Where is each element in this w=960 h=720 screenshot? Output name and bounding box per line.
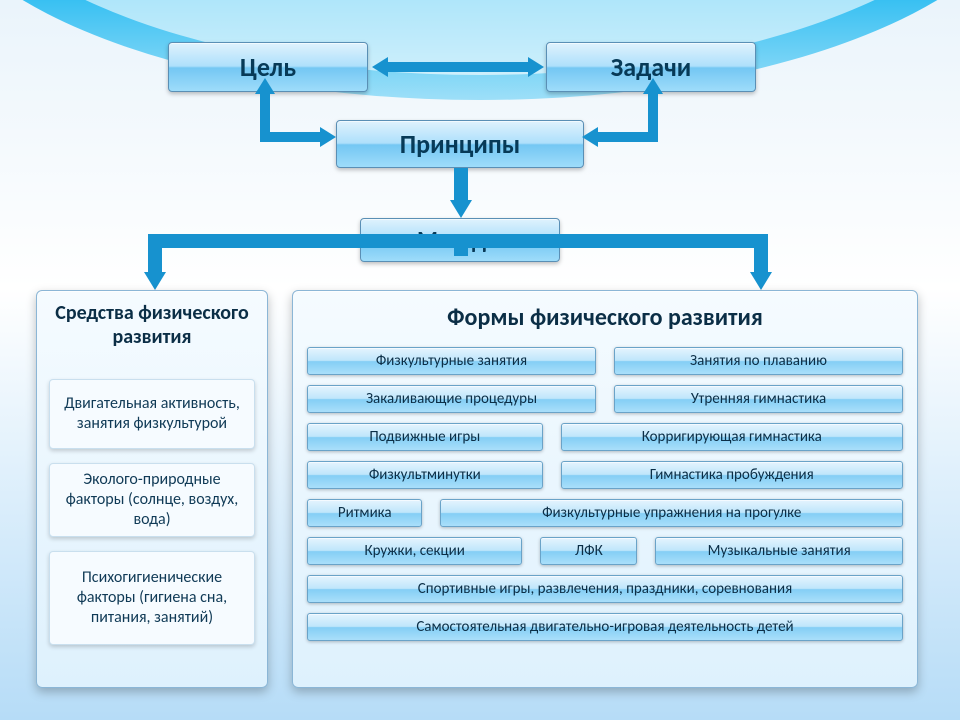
fork-horizontal [148, 234, 768, 248]
means-item: Психогигиенические факторы (гигиена сна,… [49, 551, 255, 645]
forms-chip-label: Утренняя гимнастика [691, 390, 826, 408]
panel-forms-title-text: Формы физического развития [447, 303, 763, 332]
forms-chip: Спортивные игры, развлечения, праздники,… [307, 575, 903, 603]
forms-chip: ЛФК [540, 537, 637, 565]
forms-chip-label: Физкультминутки [369, 466, 481, 484]
forms-chip-label: Самостоятельная двигательно-игровая деят… [416, 618, 793, 636]
forms-chip: Закаливающие процедуры [307, 385, 596, 413]
fork-right-down [754, 234, 768, 274]
forms-chip-label: Закаливающие процедуры [366, 390, 537, 408]
arrow-tasks-princ-h [598, 132, 658, 142]
forms-chip-label: Подвижные игры [369, 428, 480, 446]
forms-chip: Самостоятельная двигательно-игровая деят… [307, 613, 903, 641]
forms-chip-label: Гимнастика пробуждения [650, 466, 814, 484]
forms-row: Спортивные игры, развлечения, праздники,… [307, 575, 903, 603]
arrow-tasks-princ-head-up [643, 78, 663, 94]
forms-row: Подвижные игры Корригирующая гимнастика [307, 423, 903, 451]
forms-chip: Подвижные игры [307, 423, 543, 451]
forms-row: Закаливающие процедуры Утренняя гимнасти… [307, 385, 903, 413]
forms-chip-label: Спортивные игры, развлечения, праздники,… [418, 580, 792, 598]
means-item: Эколого-природные факторы (солнце, возду… [49, 463, 255, 537]
forms-row: Самостоятельная двигательно-игровая деят… [307, 613, 903, 641]
panel-forms-title: Формы физического развития [293, 291, 917, 332]
arrow-goal-tasks-head-left [372, 57, 388, 77]
forms-chip-label: Занятия по плаванию [690, 352, 827, 370]
forms-chip: Утренняя гимнастика [614, 385, 903, 413]
panel-means-title-text: Средства физического развития [55, 301, 248, 349]
arrow-princ-methods-head [450, 200, 472, 218]
forms-row: Физкультминутки Гимнастика пробуждения [307, 461, 903, 489]
fork-left-head [144, 272, 166, 290]
forms-row: Кружки, секции ЛФК Музыкальные занятия [307, 537, 903, 565]
forms-chip: Корригирующая гимнастика [561, 423, 903, 451]
forms-chip-label: Физкультурные упражнения на прогулке [542, 504, 801, 522]
panel-forms-body: Физкультурные занятия Занятия по плавани… [307, 347, 903, 673]
forms-chip-label: Физкультурные занятия [376, 352, 527, 370]
forms-chip-label: ЛФК [575, 542, 603, 560]
forms-chip: Физкультурные упражнения на прогулке [440, 499, 903, 527]
arrow-goal-tasks-head-right [528, 57, 544, 77]
forms-chip-label: Музыкальные занятия [708, 542, 851, 560]
forms-chip: Занятия по плаванию [614, 347, 903, 375]
forms-row: Физкультурные занятия Занятия по плавани… [307, 347, 903, 375]
forms-chip: Физкультурные занятия [307, 347, 596, 375]
arrow-princ-methods [454, 168, 468, 202]
panel-means: Средства физического развития Двигательн… [36, 290, 268, 688]
forms-chip: Ритмика [307, 499, 422, 527]
forms-chip: Физкультминутки [307, 461, 543, 489]
forms-chip-label: Ритмика [338, 504, 392, 522]
means-item-label: Эколого-природные факторы (солнце, возду… [58, 470, 246, 530]
node-principles-label: Принципы [400, 128, 520, 160]
forms-chip-label: Кружки, секции [364, 542, 464, 560]
means-item-label: Двигательная активность, занятия физкуль… [58, 394, 246, 434]
fork-left-down [148, 234, 162, 274]
forms-row: Ритмика Физкультурные упражнения на прог… [307, 499, 903, 527]
arrow-tasks-princ-head-left [582, 127, 598, 147]
arrow-goal-tasks-shaft [388, 62, 528, 72]
node-principles: Принципы [336, 120, 584, 168]
forms-chip: Кружки, секции [307, 537, 522, 565]
forms-chip: Музыкальные занятия [655, 537, 903, 565]
fork-right-head [750, 272, 772, 290]
arrow-goal-princ-h [260, 132, 322, 142]
means-item-label: Психогигиенические факторы (гигиена сна,… [58, 568, 246, 628]
panel-forms: Формы физического развития Физкультурные… [292, 290, 918, 688]
arrow-goal-princ-head-right [320, 127, 336, 147]
panel-means-body: Двигательная активность, занятия физкуль… [49, 379, 255, 675]
panel-means-title: Средства физического развития [37, 291, 267, 349]
forms-chip-label: Корригирующая гимнастика [642, 428, 822, 446]
means-item: Двигательная активность, занятия физкуль… [49, 379, 255, 449]
diagram-stage: Цель Задачи Принципы Методы Средства физ… [0, 0, 960, 720]
arrow-goal-princ-head-up [255, 78, 275, 94]
forms-chip: Гимнастика пробуждения [561, 461, 903, 489]
